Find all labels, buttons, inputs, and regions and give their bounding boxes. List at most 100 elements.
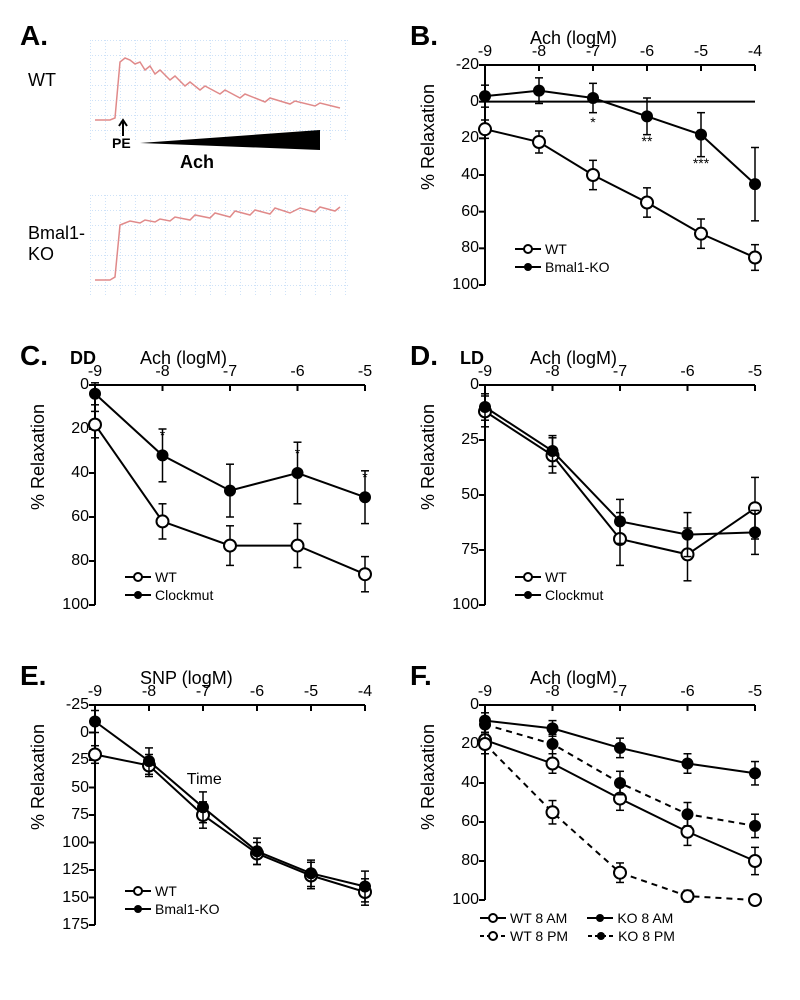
x-tick-label: -8 [545,683,559,701]
legend-label: WT [545,569,567,585]
legend-label: Bmal1-KO [155,901,220,917]
panel-B-chart: -9-8-7-6-5-4-20020406080100******WTBmal1… [485,65,755,285]
panel-A: A. WT PE [20,20,390,320]
panel-D-label: D. [410,340,438,372]
y-tick-label: 80 [461,239,485,257]
panel-D-chart: -9-8-7-6-50255075100WTClockmut [485,385,755,605]
chart-legend: WTClockmut [515,569,603,603]
panel-C-title: Ach (logM) [140,348,227,369]
open-circle-icon [515,571,541,583]
panel-D: D. LD Ach (logM) % Relaxation -9-8-7-6-5… [410,340,780,640]
y-tick-label: 50 [71,779,95,797]
trace-wt-label: WT [28,70,56,91]
legend-item: WT [515,241,610,257]
y-tick-label: 100 [452,596,485,614]
y-tick-label: 100 [62,596,95,614]
legend-item: Bmal1-KO [515,259,610,275]
chart-legend: WT Bmal1-KO [125,883,220,917]
y-tick-label: 80 [461,852,485,870]
y-tick-label: 175 [62,916,95,934]
panel-E: E. SNP (logM) % Relaxation -9-8-7-6-5-4-… [20,660,390,980]
panel-A-traces: WT PE Ach [90,40,370,300]
y-tick-label: 75 [461,541,485,559]
x-tick-label: -7 [613,363,627,381]
y-tick-label: 60 [461,203,485,221]
panel-F: F. Ach (logM) % Relaxation -9-8-7-6-5020… [410,660,780,980]
chart-annotation: Time [187,771,222,789]
x-tick-label: -8 [155,363,169,381]
panel-F-chart: -9-8-7-6-5020406080100 [485,705,755,900]
significance-marker: * [362,469,367,485]
panel-C-label: C. [20,340,48,372]
y-tick-label: 100 [452,891,485,909]
legend-item: WT 8 AM [480,910,567,926]
trace-wt-svg [90,40,350,140]
legend-label: Clockmut [155,587,213,603]
x-tick-label: -8 [532,43,546,61]
ach-wedge-icon [140,130,320,152]
y-tick-label: 75 [71,806,95,824]
x-tick-label: -6 [290,363,304,381]
x-tick-label: -7 [586,43,600,61]
legend-label: WT [545,241,567,257]
legend-item: WT [125,883,220,899]
panel-F-title: Ach (logM) [530,668,617,689]
x-tick-label: -6 [640,43,654,61]
trace-wt: WT PE Ach [90,40,350,140]
panel-A-label: A. [20,20,48,52]
open-circle-icon [125,885,151,897]
y-tick-label: 40 [461,774,485,792]
panel-B: B. Ach (logM) % Relaxation -9-8-7-6-5-4-… [410,20,780,320]
legend-item: Clockmut [125,587,213,603]
legend-item: Bmal1-KO [125,901,220,917]
y-tick-label: 125 [62,861,95,879]
x-tick-label: -4 [748,43,762,61]
pe-arrow-icon [117,118,129,136]
open-circle-icon [480,912,506,924]
x-tick-label: -5 [748,683,762,701]
significance-marker: *** [693,155,709,171]
y-tick-label: 50 [461,486,485,504]
filled-circle-icon [125,903,151,915]
trace-ko-svg [90,195,350,295]
y-tick-label: 20 [461,129,485,147]
panel-F-label: F. [410,660,432,692]
panel-F-ylabel: % Relaxation [418,724,439,830]
y-tick-label: -20 [456,56,485,74]
trace-ko: Bmal1- KO [90,195,350,295]
y-tick-label: 40 [461,166,485,184]
x-tick-label: -7 [196,683,210,701]
chart-legend: WT Bmal1-KO [515,241,610,275]
x-tick-label: -4 [358,683,372,701]
open-circle-dashed-icon [480,930,506,942]
x-tick-label: -5 [304,683,318,701]
significance-marker: * [295,445,300,461]
panel-B-label: B. [410,20,438,52]
panel-F-legend: WT 8 AM KO 8 AM WT 8 PM KO 8 PM [480,910,675,944]
pe-label: PE [112,135,131,151]
legend-item: KO 8 PM [588,928,675,944]
significance-marker: * [590,114,595,130]
y-tick-label: 80 [71,552,95,570]
y-tick-label: 60 [71,508,95,526]
legend-item: WT [125,569,213,585]
panel-E-ylabel: % Relaxation [28,724,49,830]
panel-D-ylabel: % Relaxation [418,404,439,510]
figure-grid: A. WT PE [20,20,780,980]
y-tick-label: -25 [66,696,95,714]
y-tick-label: 150 [62,889,95,907]
x-tick-label: -7 [613,683,627,701]
y-tick-label: 0 [470,376,485,394]
legend-label: Bmal1-KO [545,259,610,275]
legend-label: WT [155,569,177,585]
panel-B-ylabel: % Relaxation [418,84,439,190]
y-tick-label: 0 [80,724,95,742]
y-tick-label: 100 [62,834,95,852]
legend-item: KO 8 AM [587,910,673,926]
x-tick-label: -5 [694,43,708,61]
trace-ko-label: Bmal1- KO [28,223,85,265]
x-tick-label: -6 [680,683,694,701]
y-tick-label: 20 [461,735,485,753]
legend-label: WT [155,883,177,899]
open-circle-icon [515,243,541,255]
